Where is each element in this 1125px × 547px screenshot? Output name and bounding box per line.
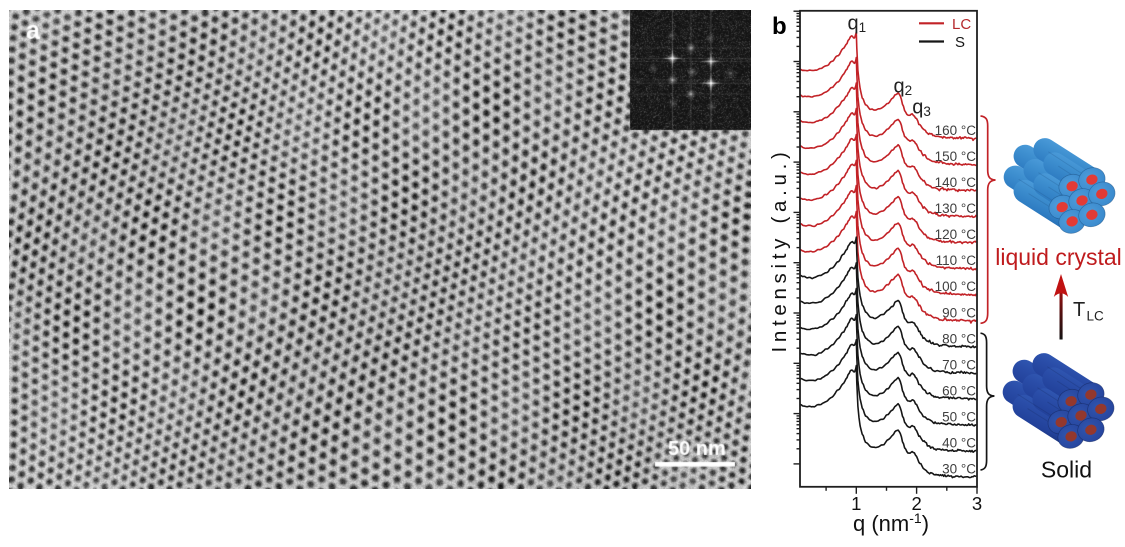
svg-text:q3: q3 (912, 97, 931, 120)
svg-text:140 °C: 140 °C (935, 175, 977, 190)
svg-text:90 °C: 90 °C (942, 305, 976, 320)
svg-text:Intensity (a.u.): Intensity (a.u.) (768, 147, 791, 352)
svg-text:q (nm-1): q (nm-1) (853, 510, 929, 536)
svg-text:liquid crystal: liquid crystal (995, 244, 1122, 270)
svg-text:q2: q2 (894, 76, 913, 99)
svg-text:100 °C: 100 °C (935, 279, 977, 294)
svg-text:3: 3 (972, 493, 982, 514)
svg-text:70 °C: 70 °C (942, 357, 976, 372)
svg-text:80 °C: 80 °C (942, 331, 976, 346)
svg-text:130 °C: 130 °C (935, 201, 977, 216)
svg-text:S: S (955, 34, 965, 51)
svg-text:50 °C: 50 °C (942, 410, 976, 425)
svg-text:LC: LC (952, 16, 971, 33)
svg-text:120 °C: 120 °C (935, 227, 977, 242)
svg-text:160 °C: 160 °C (935, 123, 977, 138)
svg-text:2: 2 (911, 493, 921, 514)
svg-text:40 °C: 40 °C (942, 436, 976, 451)
svg-text:60 °C: 60 °C (942, 384, 976, 399)
svg-text:LC: LC (1087, 309, 1105, 324)
svg-text:150 °C: 150 °C (935, 149, 977, 164)
svg-text:b: b (772, 13, 787, 40)
svg-text:30 °C: 30 °C (942, 462, 976, 477)
svg-text:T: T (1073, 299, 1085, 321)
svg-text:q1: q1 (848, 13, 867, 36)
svg-text:110 °C: 110 °C (936, 253, 977, 268)
svg-text:1: 1 (851, 493, 861, 514)
svg-text:Solid: Solid (1041, 456, 1092, 482)
